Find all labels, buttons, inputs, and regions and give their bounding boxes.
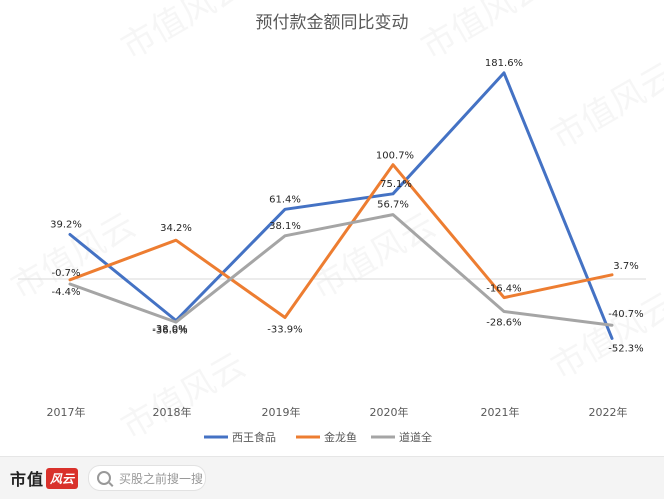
data-label: 56.7%	[377, 200, 409, 211]
data-label: 38.1%	[269, 221, 301, 232]
data-label: 75.1%	[380, 179, 412, 190]
search-icon	[97, 471, 111, 485]
data-label: 61.4%	[269, 194, 301, 205]
watermark-text: 市值风云	[545, 285, 664, 388]
data-label: -16.4%	[486, 284, 521, 295]
data-label: 3.7%	[613, 261, 638, 272]
data-label: 181.6%	[485, 58, 523, 69]
series-lines	[70, 73, 612, 339]
x-tick-label: 2017年	[47, 405, 86, 419]
watermark-text: 市值风云	[415, 0, 553, 68]
series-line-0	[70, 73, 612, 339]
legend-label: 道道全	[399, 430, 432, 444]
watermark-text: 市值风云	[115, 0, 253, 68]
data-label: -28.6%	[486, 317, 521, 328]
legend-label: 西王食品	[232, 430, 276, 444]
chart-title: 预付款金额同比变动	[256, 13, 409, 33]
data-label: -38.0%	[152, 324, 187, 335]
data-label: -40.7%	[608, 309, 643, 320]
data-label: 39.2%	[50, 220, 82, 231]
x-tick-label: 2021年	[481, 405, 520, 419]
search-box[interactable]: 买股之前搜一搜	[88, 465, 206, 491]
x-tick-label: 2018年	[153, 405, 192, 419]
footer-bar: 市值 风云 买股之前搜一搜	[0, 456, 664, 499]
data-label: 34.2%	[160, 223, 192, 234]
x-tick-label: 2020年	[370, 405, 409, 419]
data-label: -52.3%	[608, 343, 643, 354]
data-label: 100.7%	[376, 151, 414, 162]
x-tick-label: 2022年	[589, 405, 628, 419]
legend-label: 金龙鱼	[324, 430, 357, 444]
data-label: -0.7%	[51, 268, 80, 279]
line-chart: 市值风云市值风云市值风云市值风云市值风云市值风云市值风云 预付款金额同比变动 3…	[0, 0, 664, 456]
brand-logo: 市值 风云	[10, 465, 78, 491]
data-label: -4.4%	[51, 287, 80, 298]
x-tick-label: 2019年	[262, 405, 301, 419]
brand-badge: 风云	[46, 468, 78, 489]
watermark-text: 市值风云	[305, 205, 443, 308]
brand-text: 市值	[10, 466, 44, 490]
data-label: -33.9%	[267, 324, 302, 335]
legend: 西王食品 金龙鱼 道道全	[204, 430, 432, 444]
search-placeholder: 买股之前搜一搜	[119, 470, 203, 487]
watermark-text: 市值风云	[545, 55, 664, 158]
